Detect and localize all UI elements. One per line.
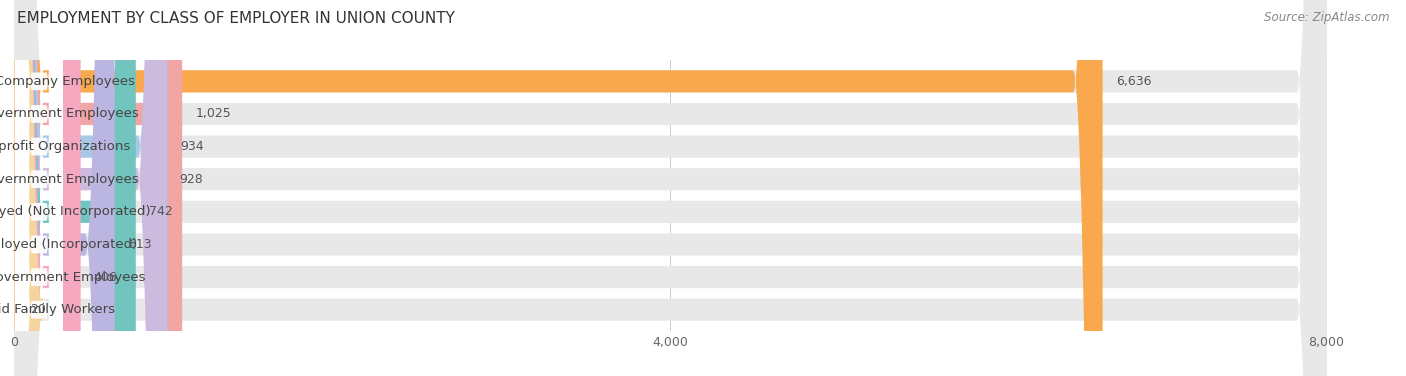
FancyBboxPatch shape	[0, 0, 44, 376]
FancyBboxPatch shape	[14, 0, 1102, 376]
Text: 406: 406	[94, 271, 118, 284]
FancyBboxPatch shape	[15, 0, 63, 376]
Text: State Government Employees: State Government Employees	[0, 173, 139, 186]
Text: Federal Government Employees: Federal Government Employees	[0, 271, 146, 284]
FancyBboxPatch shape	[15, 0, 63, 376]
FancyBboxPatch shape	[14, 0, 166, 376]
Text: Local Government Employees: Local Government Employees	[0, 108, 139, 120]
FancyBboxPatch shape	[15, 0, 63, 376]
FancyBboxPatch shape	[14, 0, 1326, 376]
FancyBboxPatch shape	[14, 0, 1326, 376]
FancyBboxPatch shape	[15, 0, 63, 376]
FancyBboxPatch shape	[15, 0, 63, 376]
FancyBboxPatch shape	[15, 0, 63, 376]
Text: 928: 928	[180, 173, 202, 186]
Text: Self-Employed (Incorporated): Self-Employed (Incorporated)	[0, 238, 136, 251]
FancyBboxPatch shape	[14, 0, 115, 376]
FancyBboxPatch shape	[14, 0, 1326, 376]
FancyBboxPatch shape	[15, 0, 63, 376]
Text: Unpaid Family Workers: Unpaid Family Workers	[0, 303, 115, 316]
FancyBboxPatch shape	[14, 0, 1326, 376]
Text: 6,636: 6,636	[1116, 75, 1152, 88]
FancyBboxPatch shape	[14, 0, 80, 376]
FancyBboxPatch shape	[14, 0, 1326, 376]
FancyBboxPatch shape	[15, 0, 63, 376]
Text: Private Company Employees: Private Company Employees	[0, 75, 135, 88]
Text: Not-for-profit Organizations: Not-for-profit Organizations	[0, 140, 131, 153]
Text: 742: 742	[149, 205, 173, 218]
FancyBboxPatch shape	[14, 0, 1326, 376]
FancyBboxPatch shape	[14, 0, 1326, 376]
FancyBboxPatch shape	[14, 0, 1326, 376]
FancyBboxPatch shape	[14, 0, 167, 376]
FancyBboxPatch shape	[14, 0, 183, 376]
Text: 934: 934	[180, 140, 204, 153]
Text: 20: 20	[31, 303, 46, 316]
Text: 1,025: 1,025	[195, 108, 231, 120]
Text: EMPLOYMENT BY CLASS OF EMPLOYER IN UNION COUNTY: EMPLOYMENT BY CLASS OF EMPLOYER IN UNION…	[17, 11, 454, 26]
FancyBboxPatch shape	[14, 0, 136, 376]
Text: 613: 613	[128, 238, 152, 251]
Text: Self-Employed (Not Incorporated): Self-Employed (Not Incorporated)	[0, 205, 150, 218]
Text: Source: ZipAtlas.com: Source: ZipAtlas.com	[1264, 11, 1389, 24]
